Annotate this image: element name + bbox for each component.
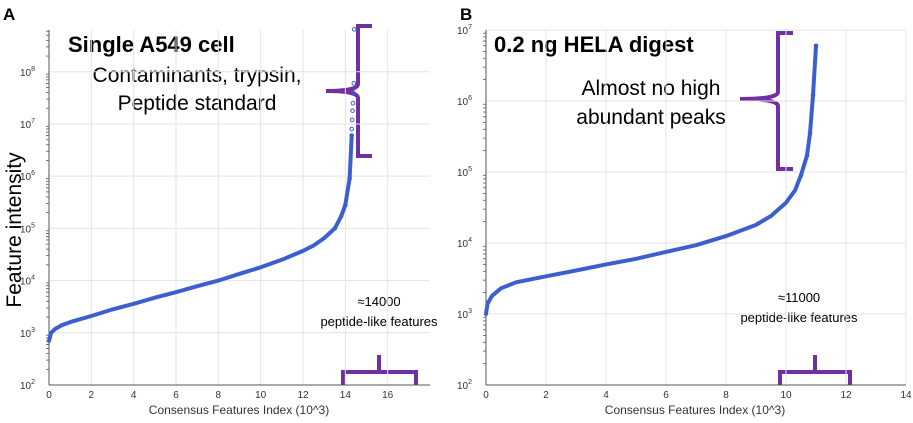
panel-a-annotation-line2: Peptide standard (118, 92, 277, 115)
panel-b-y-tick-label: 105 (457, 166, 472, 179)
panel-b-data-point (813, 43, 819, 49)
panel-a-series-line (47, 133, 354, 343)
panel-b-data-point (807, 131, 813, 136)
panel-b-y-tick-label: 107 (457, 24, 472, 37)
panel-b-y-tick-label: 104 (457, 237, 472, 250)
panel-a-y-tick-label: 105 (20, 222, 35, 235)
panel-a-outlier-point (350, 108, 355, 113)
panel-b-top-bracket (739, 31, 793, 171)
panel-b-y-tick-label: 106 (457, 95, 472, 108)
panel-a-data-point (332, 226, 338, 231)
panel-b-annotation-line1: Almost no high (582, 77, 721, 100)
panel-b-x-tick-label: 14 (900, 390, 912, 401)
panel-a-y-tick-label: 103 (20, 327, 35, 340)
y-axis-label: Feature intensity (3, 152, 26, 308)
panel-a-x-tick-label: 8 (216, 390, 222, 401)
panel-b-count-value: ≈11000 (778, 290, 820, 305)
panel-b-y-tick-label: 103 (457, 308, 472, 321)
panel-a-outlier-point (351, 90, 356, 95)
panel-b-data-point (810, 93, 816, 98)
panel-a-top-bracket (325, 24, 372, 158)
panel-b-x-tick-label: 0 (483, 390, 489, 401)
panel-b-count-label: peptide-like features (740, 310, 858, 325)
panel-a-x-tick-label: 6 (173, 390, 179, 401)
panel-a-bottom-bracket (341, 355, 418, 385)
panel-a-title: Single A549 cell (68, 32, 235, 57)
panel-a-x-axis-label: Consensus Features Index (10^3) (149, 403, 329, 417)
panel-a-outlier-point (349, 117, 355, 123)
panel-b-plot: 0 2 4 6 8 10 12 14 102 103 104 105 106 107 (457, 24, 912, 401)
panel-a-x-tick-label: 0 (46, 390, 52, 401)
panel-a-y-tick-label: 102 (20, 379, 35, 392)
panel-b-series-line (484, 43, 818, 316)
panel-b-data-point (798, 172, 804, 178)
panel-b-x-tick-label: 6 (663, 390, 669, 401)
panel-a-outlier-point (349, 126, 354, 132)
panel-a-outlier-point (351, 81, 357, 86)
panel-a-x-tick-label: 10 (255, 390, 267, 401)
panel-a-data-point (343, 202, 348, 208)
panel-a-plot: 0 2 4 6 8 10 12 14 16 102 103 104 105 106 107 108 (20, 27, 430, 401)
panel-a-x-tick-label: 14 (340, 390, 352, 401)
panel-b-x-axis-label: Consensus Features Index (10^3) (605, 403, 785, 417)
panel-a-letter: A (3, 5, 15, 24)
panel-a-data-point (338, 214, 344, 219)
panel-a-data-point (349, 133, 354, 138)
panel-a-outlier-point (350, 100, 356, 106)
panel-a-y-tick-label: 106 (20, 170, 35, 183)
panel-b-data-point (804, 153, 810, 158)
panel-b-x-tick-label: 8 (723, 390, 729, 401)
panel-b-bottom-bracket (778, 355, 852, 385)
panel-a-count-value: ≈14000 (357, 294, 400, 309)
panel-a-count-label: peptide-like features (320, 314, 438, 329)
panel-a-x-tick-label: 12 (297, 390, 309, 401)
panel-a-x-tick-label: 4 (131, 390, 137, 401)
panel-b-letter: B (460, 5, 472, 24)
panel-b-title: 0.2 ng HELA digest (494, 32, 694, 57)
panel-b-x-tick-label: 10 (780, 390, 792, 401)
panel-a-annotation-line1: Contaminants, trypsin, (93, 64, 302, 87)
panel-b-x-tick-label: 2 (543, 390, 549, 401)
panel-a-y-tick-label: 108 (20, 66, 35, 79)
panel-a-y-tick-label: 107 (20, 118, 35, 131)
panel-a-y-tick-label: 104 (20, 275, 35, 288)
panel-a-data-point (347, 176, 352, 181)
panel-a-outlier-point (351, 27, 357, 32)
panel-a-x-tick-label: 2 (89, 390, 95, 401)
panel-b-y-tick-label: 102 (457, 379, 472, 392)
panel-b-x-tick-label: 4 (603, 390, 609, 401)
panel-b-x-tick-label: 12 (840, 390, 852, 401)
panel-b-annotation-line2: abundant peaks (576, 106, 725, 129)
panel-a-x-tick-label: 16 (382, 390, 394, 401)
